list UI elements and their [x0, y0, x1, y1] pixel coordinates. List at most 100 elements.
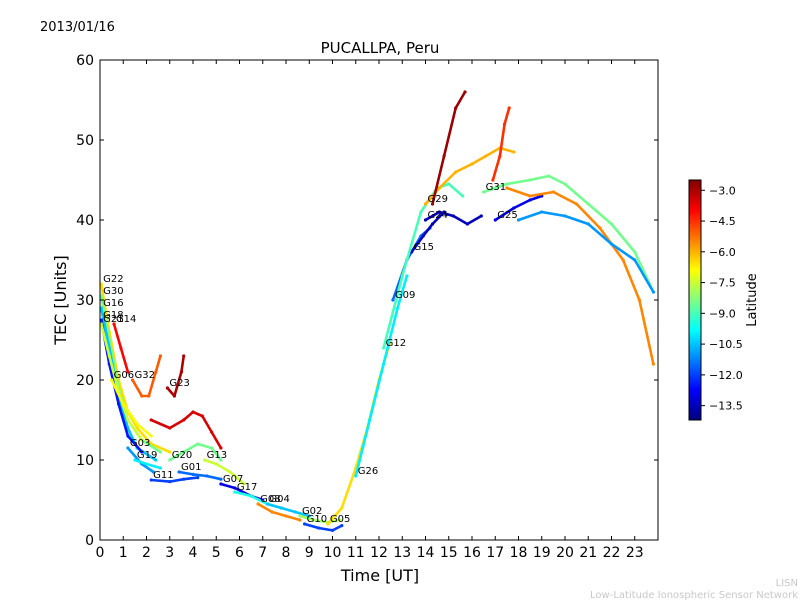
data-point: [340, 524, 344, 528]
colorbar-tick-label: −13.5: [709, 400, 743, 413]
data-point: [100, 282, 103, 286]
data-point: [586, 222, 590, 226]
series-line: [494, 194, 544, 222]
data-point: [200, 414, 204, 418]
data-point: [191, 472, 195, 476]
data-point: [430, 202, 435, 206]
data-point: [633, 258, 637, 262]
series-label: G21: [103, 314, 123, 325]
series-line: [203, 458, 246, 486]
series-line: [354, 274, 409, 478]
x-tick-label: 4: [189, 545, 198, 561]
series-label: G05: [330, 514, 350, 525]
x-tick-label: 3: [165, 545, 174, 561]
series-line: [410, 210, 446, 254]
data-point: [505, 182, 509, 186]
data-point: [158, 466, 162, 470]
x-tick-label: 6: [235, 545, 244, 561]
data-point: [191, 410, 195, 414]
series-label: G04: [269, 494, 289, 505]
series-line: [298, 514, 341, 524]
series-label: G07: [223, 474, 243, 485]
series-layer: [100, 90, 656, 533]
data-point: [400, 274, 404, 278]
series-label: G26: [358, 466, 378, 477]
x-tick-label: 14: [417, 545, 435, 561]
data-point: [405, 274, 409, 278]
colorbar: [688, 179, 702, 421]
series-label: G03: [130, 438, 150, 449]
series-line: [431, 90, 467, 206]
series-label: G20: [172, 450, 192, 461]
data-point: [135, 422, 139, 426]
data-point: [140, 394, 144, 398]
data-point: [491, 178, 495, 182]
data-point: [651, 290, 656, 294]
data-point: [368, 418, 372, 422]
y-tick-label: 20: [76, 373, 94, 389]
series-label: G09: [395, 290, 415, 301]
series-label: G18: [103, 310, 123, 321]
data-point: [140, 450, 144, 454]
data-point: [633, 250, 637, 254]
x-tick-label: 5: [212, 545, 221, 561]
data-point: [493, 218, 497, 222]
data-point: [563, 214, 567, 218]
data-point: [340, 506, 344, 510]
data-point: [168, 426, 172, 430]
y-axis: 0 10 20 30 40 50 60: [76, 53, 658, 549]
data-point: [461, 194, 465, 198]
data-point: [293, 510, 297, 514]
data-point: [303, 522, 307, 526]
data-point: [442, 154, 446, 158]
data-point: [154, 458, 158, 462]
data-point: [307, 514, 311, 518]
data-point: [586, 202, 590, 206]
data-point: [168, 450, 172, 454]
series-line: [303, 522, 344, 532]
data-point: [451, 214, 455, 218]
x-tick-label: 20: [556, 545, 574, 561]
series-line: [177, 470, 223, 481]
series-label: G24: [428, 210, 448, 221]
data-point: [100, 294, 103, 298]
data-point: [219, 477, 223, 481]
data-point: [396, 306, 400, 310]
data-point: [182, 450, 186, 454]
data-point: [465, 222, 469, 226]
colorbar-tick-label: −6.0: [709, 246, 736, 259]
data-point: [503, 122, 507, 126]
data-point: [637, 298, 642, 302]
series-label: G29: [428, 194, 448, 205]
data-point: [203, 458, 207, 462]
data-point: [270, 510, 274, 514]
chart-title: PUCALLPA, Peru: [321, 39, 440, 57]
data-point: [516, 218, 521, 222]
data-point: [463, 90, 467, 94]
series-line: [149, 410, 223, 450]
series-line: [149, 476, 199, 483]
data-point: [140, 438, 144, 442]
x-tick-label: 9: [305, 545, 314, 561]
data-point: [182, 418, 186, 422]
data-point: [354, 474, 358, 478]
data-point: [214, 462, 218, 466]
colorbar-label: Latitude: [745, 273, 760, 327]
data-point: [100, 318, 103, 322]
data-point: [151, 470, 156, 474]
data-point: [609, 222, 614, 226]
x-tick-label: 23: [626, 545, 644, 561]
data-point: [100, 322, 103, 326]
x-tick-label: 13: [393, 545, 411, 561]
x-tick-label: 15: [440, 545, 458, 561]
data-point: [419, 210, 423, 214]
series-label: G19: [137, 450, 157, 461]
x-tick-label: 18: [510, 545, 528, 561]
colorbar-tick-label: −4.5: [709, 215, 736, 228]
data-point: [133, 458, 137, 462]
x-tick-label: 8: [282, 545, 291, 561]
data-point: [219, 482, 223, 486]
data-point: [284, 514, 288, 518]
series-line: [256, 502, 302, 522]
